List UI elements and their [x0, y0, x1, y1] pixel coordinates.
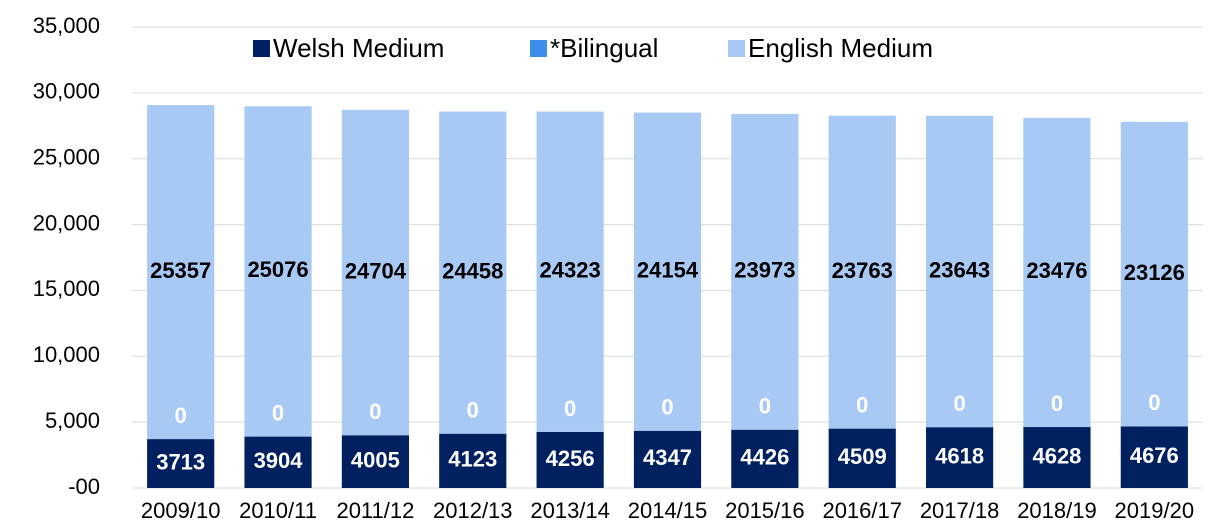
legend-label: English Medium — [748, 33, 933, 63]
value-label: 23476 — [1026, 258, 1087, 283]
legend-swatch — [530, 40, 547, 57]
x-tick-label: 2016/17 — [822, 498, 902, 523]
value-label: 3904 — [254, 448, 304, 473]
value-label: 0 — [564, 396, 576, 421]
value-label: 24154 — [637, 257, 699, 282]
value-label: 4256 — [546, 446, 595, 471]
bar-segment — [244, 106, 312, 437]
x-tick-label: 2018/19 — [1017, 498, 1097, 523]
bar-segment — [536, 431, 604, 488]
y-tick-label: -00 — [68, 474, 100, 499]
x-tick-label: 2010/11 — [239, 498, 317, 523]
value-label: 0 — [175, 403, 187, 428]
value-label: 4347 — [643, 445, 692, 470]
bar-segment — [147, 105, 215, 440]
x-tick-label: 2019/20 — [1115, 498, 1195, 523]
bar-segment — [1023, 117, 1091, 428]
bar-segment — [926, 427, 994, 488]
value-label: 4123 — [448, 447, 497, 472]
value-label: 0 — [759, 394, 771, 419]
value-label: 4426 — [740, 445, 789, 470]
value-label: 0 — [369, 399, 381, 424]
value-label: 23763 — [832, 258, 893, 283]
value-label: 24458 — [442, 258, 503, 283]
legend-label: *Bilingual — [550, 33, 658, 63]
value-label: 4618 — [935, 443, 984, 468]
value-label: 0 — [467, 398, 479, 423]
x-tick-label: 2014/15 — [628, 498, 708, 523]
bar-segment — [147, 439, 215, 488]
legend-label: Welsh Medium — [273, 33, 444, 63]
value-label: 0 — [953, 391, 965, 416]
value-label: 0 — [272, 400, 284, 425]
value-label: 0 — [1051, 391, 1063, 416]
value-label: 3713 — [156, 449, 205, 474]
x-tick-label: 2017/18 — [920, 498, 1000, 523]
bar-segment — [828, 115, 896, 429]
y-tick-label: 35,000 — [33, 13, 100, 38]
x-tick-label: 2009/10 — [141, 498, 221, 523]
bar-segment — [439, 433, 507, 488]
value-label: 0 — [661, 395, 673, 420]
bar-segment — [828, 428, 896, 488]
legend-swatch — [253, 40, 270, 57]
value-label: 4628 — [1032, 443, 1081, 468]
bar-segment — [633, 112, 702, 431]
bar-segment — [341, 435, 409, 488]
x-tick-label: 2013/14 — [530, 498, 610, 523]
value-label: 23973 — [734, 258, 795, 283]
bar-segment — [1023, 427, 1091, 488]
value-label: 23126 — [1124, 260, 1185, 285]
bar-segment — [341, 109, 409, 436]
bar-segment — [439, 111, 507, 434]
legend-swatch — [728, 40, 745, 57]
y-tick-label: 10,000 — [33, 342, 100, 367]
bar-segment — [926, 115, 994, 428]
value-label: 25076 — [247, 257, 308, 282]
value-label: 0 — [856, 392, 868, 417]
bar-segment — [731, 113, 799, 430]
bar-segment — [1120, 426, 1188, 488]
value-label: 23643 — [929, 257, 990, 282]
y-tick-label: 20,000 — [33, 210, 100, 235]
value-label: 4509 — [838, 444, 887, 469]
value-label: 24323 — [540, 258, 601, 283]
y-tick-label: 15,000 — [33, 276, 100, 301]
y-tick-label: 25,000 — [33, 145, 100, 170]
bar-segment — [244, 436, 312, 488]
bar-segment — [1120, 121, 1188, 427]
y-tick-label: 30,000 — [33, 79, 100, 104]
bar-segment — [633, 430, 702, 488]
x-tick-label: 2015/16 — [725, 498, 805, 523]
bar-segment — [536, 111, 604, 432]
value-label: 24704 — [345, 258, 407, 283]
bar-segment — [731, 429, 799, 488]
x-tick-label: 2012/13 — [433, 498, 513, 523]
value-label: 4005 — [351, 447, 400, 472]
y-tick-label: 5,000 — [45, 408, 100, 433]
value-label: 4676 — [1130, 443, 1179, 468]
x-tick-label: 2011/12 — [336, 498, 414, 523]
value-label: 0 — [1148, 390, 1160, 415]
value-label: 25357 — [150, 258, 211, 283]
